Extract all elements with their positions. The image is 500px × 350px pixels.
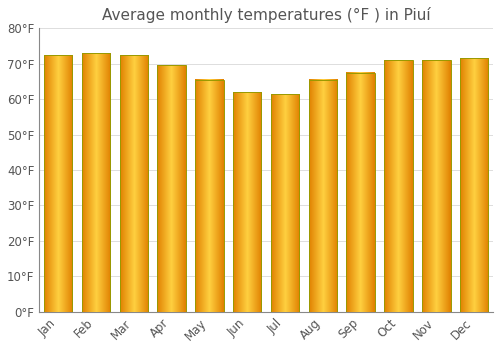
Bar: [195, 80, 224, 312]
Bar: [384, 60, 412, 312]
Bar: [346, 72, 375, 312]
Bar: [44, 55, 72, 312]
Bar: [158, 65, 186, 312]
Bar: [120, 55, 148, 312]
Bar: [460, 58, 488, 312]
Bar: [271, 94, 299, 312]
Bar: [82, 53, 110, 312]
Bar: [308, 80, 337, 312]
Title: Average monthly temperatures (°F ) in Piuí: Average monthly temperatures (°F ) in Pi…: [102, 7, 430, 23]
Bar: [233, 92, 262, 312]
Bar: [422, 60, 450, 312]
